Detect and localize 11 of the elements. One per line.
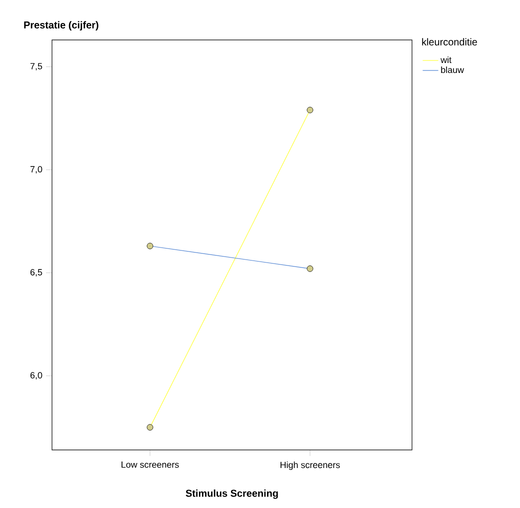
x-tick-label: Low screeners (122, 462, 179, 468)
x-axis-title: Stimulus Screening (186, 490, 278, 499)
legend-title: kleurconditie (422, 38, 477, 46)
y-tick-label: 6,0 (30, 372, 42, 380)
y-tick-label: 7,5 (30, 63, 42, 70)
legend-label: wit (440, 56, 452, 64)
y-tick-label: 6,5 (30, 269, 42, 276)
legend-label: blauw (441, 66, 464, 74)
y-tick-label: 7,0 (30, 166, 42, 174)
x-tick-label: High screeners (280, 462, 340, 470)
y-axis-title: Prestatie (cijfer) (24, 21, 98, 30)
